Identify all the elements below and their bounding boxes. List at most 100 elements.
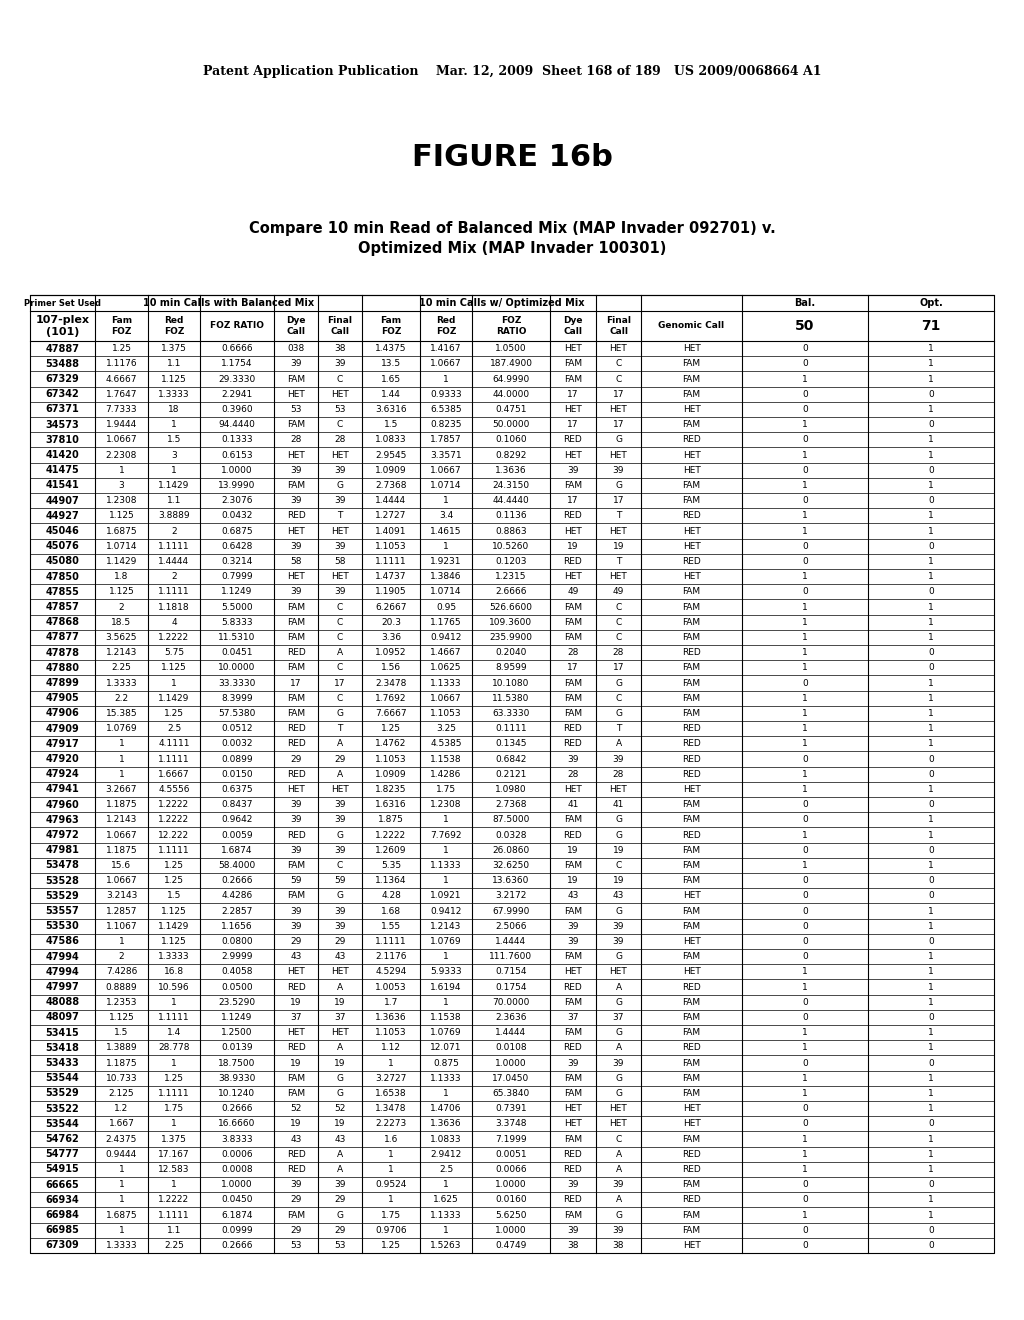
Text: 526.6600: 526.6600 xyxy=(489,602,532,611)
Text: 1: 1 xyxy=(443,876,449,886)
Text: 3: 3 xyxy=(171,450,177,459)
Text: 1.2222: 1.2222 xyxy=(159,800,189,809)
Text: 5.5000: 5.5000 xyxy=(221,602,253,611)
Text: 2: 2 xyxy=(171,572,177,581)
Text: 19: 19 xyxy=(290,1059,302,1068)
Text: 0.0108: 0.0108 xyxy=(496,1043,526,1052)
Text: 038: 038 xyxy=(288,345,304,354)
Text: 1.4762: 1.4762 xyxy=(376,739,407,748)
Text: 1: 1 xyxy=(928,1164,934,1173)
Text: 10.733: 10.733 xyxy=(105,1073,137,1082)
Text: C: C xyxy=(337,618,343,627)
Text: 1.2222: 1.2222 xyxy=(376,830,407,840)
Text: FAM: FAM xyxy=(682,816,700,824)
Text: 1.0625: 1.0625 xyxy=(430,664,462,672)
Text: RED: RED xyxy=(682,648,700,657)
Text: 1.5: 1.5 xyxy=(167,891,181,900)
Text: 0.0006: 0.0006 xyxy=(221,1150,253,1159)
Text: 0: 0 xyxy=(928,1012,934,1022)
Text: 3.36: 3.36 xyxy=(381,632,401,642)
Text: 1: 1 xyxy=(802,861,808,870)
Text: 0.0512: 0.0512 xyxy=(221,725,253,733)
Text: HET: HET xyxy=(683,1241,700,1250)
Text: 1.7692: 1.7692 xyxy=(375,694,407,702)
Text: 1: 1 xyxy=(171,1180,177,1189)
Text: 1: 1 xyxy=(928,816,934,824)
Text: 29: 29 xyxy=(291,755,302,763)
Text: 37: 37 xyxy=(612,1012,625,1022)
Text: RED: RED xyxy=(563,1043,583,1052)
Text: 17: 17 xyxy=(290,678,302,688)
Text: 39: 39 xyxy=(612,1226,625,1234)
Text: 1.0053: 1.0053 xyxy=(375,982,407,991)
Text: FAM: FAM xyxy=(564,480,582,490)
Text: 1: 1 xyxy=(928,602,934,611)
Text: 1.1364: 1.1364 xyxy=(375,876,407,886)
Text: 29: 29 xyxy=(291,1226,302,1234)
Text: 2.5066: 2.5066 xyxy=(496,921,526,931)
Text: 47857: 47857 xyxy=(45,602,80,612)
Text: G: G xyxy=(337,891,343,900)
Text: RED: RED xyxy=(287,982,305,991)
Text: 1: 1 xyxy=(928,1210,934,1220)
Text: HET: HET xyxy=(287,450,305,459)
Text: RED: RED xyxy=(563,436,583,445)
Text: 1.0000: 1.0000 xyxy=(221,1180,253,1189)
Text: 1.8235: 1.8235 xyxy=(375,785,407,793)
Text: 18.7500: 18.7500 xyxy=(218,1059,256,1068)
Text: 1.55: 1.55 xyxy=(381,921,401,931)
Text: FAM: FAM xyxy=(287,891,305,900)
Text: 6.5385: 6.5385 xyxy=(430,405,462,414)
Text: 24.3150: 24.3150 xyxy=(493,480,529,490)
Text: 57.5380: 57.5380 xyxy=(218,709,256,718)
Text: G: G xyxy=(615,830,622,840)
Text: 4.28: 4.28 xyxy=(381,891,401,900)
Text: 1.1111: 1.1111 xyxy=(158,1089,189,1098)
Text: Fam
FOZ: Fam FOZ xyxy=(111,317,132,335)
Text: G: G xyxy=(615,678,622,688)
Text: 29.3330: 29.3330 xyxy=(218,375,256,384)
Text: 1: 1 xyxy=(928,1089,934,1098)
Text: 1: 1 xyxy=(802,1164,808,1173)
Text: 1: 1 xyxy=(171,420,177,429)
Text: HET: HET xyxy=(564,572,582,581)
Text: Final
Call: Final Call xyxy=(328,317,352,335)
Text: 1.1754: 1.1754 xyxy=(221,359,253,368)
Text: 1.25: 1.25 xyxy=(164,861,184,870)
Text: 1.2857: 1.2857 xyxy=(105,907,137,916)
Text: FAM: FAM xyxy=(682,389,700,399)
Text: 19: 19 xyxy=(334,1059,346,1068)
Text: 0.6153: 0.6153 xyxy=(221,450,253,459)
Text: T: T xyxy=(337,511,343,520)
Text: 1.25: 1.25 xyxy=(381,1241,401,1250)
Text: RED: RED xyxy=(287,830,305,840)
Text: G: G xyxy=(615,816,622,824)
Text: 38: 38 xyxy=(334,345,346,354)
Text: FOZ
RATIO: FOZ RATIO xyxy=(496,317,526,335)
Text: HET: HET xyxy=(683,1104,700,1113)
Text: 1.2308: 1.2308 xyxy=(105,496,137,506)
Text: 1.125: 1.125 xyxy=(161,937,186,946)
Text: 0.9706: 0.9706 xyxy=(375,1226,407,1234)
Text: 0.7391: 0.7391 xyxy=(496,1104,526,1113)
Text: A: A xyxy=(337,648,343,657)
Text: 1.4615: 1.4615 xyxy=(430,527,462,536)
Text: FAM: FAM xyxy=(564,1089,582,1098)
Text: FAM: FAM xyxy=(682,1226,700,1234)
Text: 1: 1 xyxy=(443,998,449,1007)
Text: 2.7368: 2.7368 xyxy=(375,480,407,490)
Text: G: G xyxy=(337,480,343,490)
Text: Final
Call: Final Call xyxy=(606,317,631,335)
Text: 1.2222: 1.2222 xyxy=(159,1196,189,1204)
Text: 19: 19 xyxy=(290,998,302,1007)
Text: 1: 1 xyxy=(928,861,934,870)
Text: 1: 1 xyxy=(802,375,808,384)
Text: 39: 39 xyxy=(290,587,302,597)
Text: 1: 1 xyxy=(928,725,934,733)
Text: 53529: 53529 xyxy=(46,891,80,900)
Text: 1.125: 1.125 xyxy=(161,375,186,384)
Text: 1.2500: 1.2500 xyxy=(221,1028,253,1038)
Text: 1.6194: 1.6194 xyxy=(430,982,462,991)
Text: 1: 1 xyxy=(802,420,808,429)
Text: FAM: FAM xyxy=(564,816,582,824)
